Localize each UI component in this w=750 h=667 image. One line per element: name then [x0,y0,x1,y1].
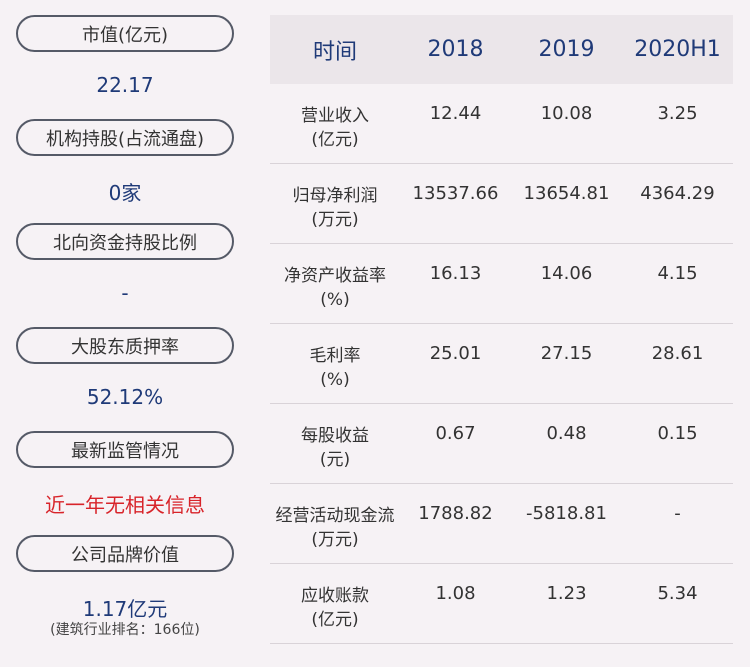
row-label-name: 归母净利润 [292,186,378,206]
cell-2020h1: 0.15 [657,423,698,444]
row-label-name: 应收账款 [301,586,369,606]
cell-2020h1: 3.25 [657,103,698,124]
row-label: 毛利率 (%) [270,344,400,392]
cell-2018: 16.13 [429,263,482,284]
row-label: 归母净利润 (万元) [270,184,400,232]
table-header: 时间 2018 2019 2020H1 [270,15,733,84]
northbound-ratio-label: 北向资金持股比例 [16,223,234,260]
left-panel: 市值(亿元) 22.17 机构持股(占流通盘) 0家 北向资金持股比例 - 大股… [0,0,250,667]
cell-2018: 12.44 [429,103,482,124]
cell-2019: -5818.81 [526,503,607,524]
table-row: 毛利率 (%) 25.01 27.15 28.61 [270,324,733,404]
table-row: 归母净利润 (万元) 13537.66 13654.81 4364.29 [270,164,733,244]
brand-industry-rank: (建筑行业排名：166位) [50,622,200,638]
cell-2019: 27.15 [540,343,593,364]
cell-2018: 0.67 [435,423,476,444]
row-label: 每股收益 (元) [270,424,400,472]
institution-holding-label: 机构持股(占流通盘) [16,119,234,156]
cell-2019: 14.06 [540,263,593,284]
cell-2019: 10.08 [540,103,593,124]
market-cap-label: 市值(亿元) [16,15,234,52]
cell-2018: 25.01 [429,343,482,364]
cell-2018: 1788.82 [418,503,493,524]
table-row: 应收账款 (亿元) 1.08 1.23 5.34 [270,564,733,644]
cell-2020h1: - [674,503,681,524]
header-2018: 2018 [427,37,484,62]
cell-2018: 13537.66 [412,183,499,204]
row-label: 应收账款 (亿元) [270,584,400,632]
pledge-rate-value: 52.12% [86,385,164,409]
cell-2019: 0.48 [546,423,587,444]
table-row: 经营活动现金流 (万元) 1788.82 -5818.81 - [270,484,733,564]
row-label-unit: (%) [320,370,350,390]
cell-2018: 1.08 [435,583,476,604]
row-label-unit: (亿元) [311,130,359,150]
institution-holding-value: 0家 [108,181,142,205]
row-label-name: 经营活动现金流 [275,506,395,526]
market-cap-value: 22.17 [96,73,154,97]
row-label: 经营活动现金流 (万元) [270,504,400,552]
cell-2019: 13654.81 [523,183,610,204]
brand-value-label: 公司品牌价值 [16,535,234,572]
header-2020h1: 2020H1 [634,37,721,62]
table-row: 每股收益 (元) 0.67 0.48 0.15 [270,404,733,484]
regulation-status-label: 最新监管情况 [16,431,234,468]
table-row: 净资产收益率 (%) 16.13 14.06 4.15 [270,244,733,324]
row-label: 净资产收益率 (%) [270,264,400,312]
row-label-name: 毛利率 [309,346,361,366]
row-label-name: 营业收入 [301,106,369,126]
row-label-unit: (元) [319,450,351,470]
cell-2020h1: 28.61 [651,343,704,364]
table-row: 营业收入 (亿元) 12.44 10.08 3.25 [270,84,733,164]
header-2019: 2019 [538,37,595,62]
header-time: 时间 [312,39,357,65]
row-label-name: 每股收益 [301,426,369,446]
financial-table: 时间 2018 2019 2020H1 营业收入 (亿元) 12.44 10.08… [270,15,733,644]
regulation-status-value: 近一年无相关信息 [45,493,205,517]
row-label-unit: (万元) [311,210,359,230]
row-label-unit: (亿元) [311,610,359,630]
cell-2020h1: 4.15 [657,263,698,284]
cell-2020h1: 5.34 [657,583,698,604]
row-label: 营业收入 (亿元) [270,104,400,152]
cell-2020h1: 4364.29 [640,183,715,204]
cell-2019: 1.23 [546,583,587,604]
northbound-ratio-value: - [121,281,129,305]
row-label-unit: (万元) [311,530,359,550]
pledge-rate-label: 大股东质押率 [16,327,234,364]
row-label-name: 净资产收益率 [284,266,386,286]
row-label-unit: (%) [320,290,350,310]
brand-value: 1.17亿元 [82,597,168,621]
